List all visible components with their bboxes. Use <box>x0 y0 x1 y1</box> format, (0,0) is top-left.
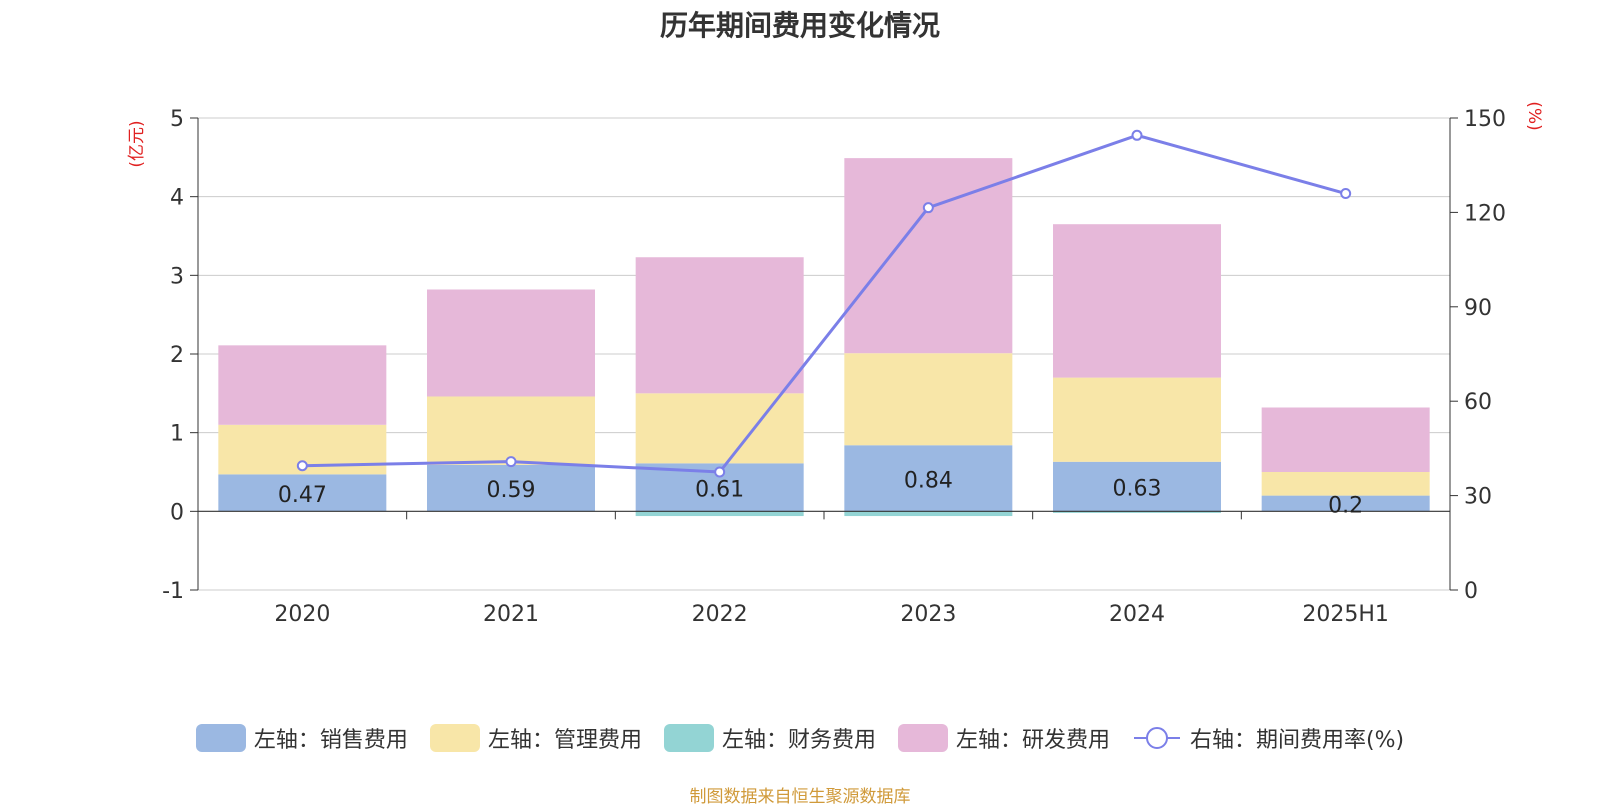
bar-segment <box>427 396 595 465</box>
legend-swatch <box>195 724 246 752</box>
bar-segment <box>1261 407 1430 472</box>
left-tick-label: -1 <box>162 579 184 604</box>
left-tick-label: 2 <box>170 343 184 368</box>
gridlines <box>198 117 1450 591</box>
bar-segment <box>427 289 595 397</box>
legend-label: 左轴：销售费用 <box>253 728 408 753</box>
x-tick-label: 2025H1 <box>1302 602 1389 627</box>
left-tick-label: 4 <box>170 186 184 211</box>
legend-item[interactable]: 左轴：研发费用 <box>897 722 1110 754</box>
legend-label: 左轴：管理费用 <box>487 728 642 753</box>
bar-segment <box>844 511 1013 517</box>
data-label: 0.61 <box>695 477 744 502</box>
bar-segment <box>844 158 1013 354</box>
legend-item[interactable]: 左轴：管理费用 <box>429 722 642 754</box>
x-tick-label: 2020 <box>274 602 330 627</box>
right-tick-label: 150 <box>1464 107 1506 132</box>
rate-point <box>1340 188 1352 200</box>
rate-point <box>296 460 308 472</box>
legend-swatch <box>663 724 714 752</box>
bar-segment <box>218 345 387 425</box>
bar-segment <box>218 474 387 512</box>
rate-point <box>1131 129 1143 141</box>
bar-segment <box>635 257 804 394</box>
left-tick-label: 0 <box>170 500 184 525</box>
x-tick-label: 2023 <box>900 602 956 627</box>
right-tick-label: 60 <box>1464 390 1492 415</box>
right-tick-label: 120 <box>1464 201 1506 226</box>
bar-segment <box>427 464 595 512</box>
rate-polyline <box>302 133 1347 474</box>
legend-marker <box>1145 727 1168 749</box>
left-tick-label: 3 <box>170 264 184 289</box>
legend-label: 左轴：研发费用 <box>955 728 1110 753</box>
bar-segment <box>1053 461 1221 512</box>
x-tick-label: 2024 <box>1109 602 1165 627</box>
data-labels: 0.47 0.59 0.61 0.84 0.63 0.2 <box>278 468 1363 518</box>
left-tick-label: 1 <box>170 422 184 447</box>
data-label: 0.59 <box>487 478 536 503</box>
data-label: 0.63 <box>1113 477 1162 502</box>
legend-label: 右轴：期间费用率(%) <box>1189 728 1405 753</box>
bar-segment <box>1261 495 1430 512</box>
right-tick-label: 0 <box>1464 579 1478 604</box>
legend-line-swatch <box>1133 727 1180 749</box>
bar-segment <box>1261 472 1430 496</box>
legend-swatch <box>897 724 948 752</box>
bar-segment <box>1053 511 1221 513</box>
bar-segment <box>844 353 1013 446</box>
left-axis-unit: (亿元) <box>127 120 147 167</box>
rate-point <box>714 466 726 478</box>
source-note: 制图数据来自恒生聚源数据库 <box>689 787 911 807</box>
legend-item[interactable]: 右轴：期间费用率(%) <box>1132 722 1404 754</box>
legend-item[interactable]: 左轴：销售费用 <box>195 722 408 754</box>
axes: -1 0 1 2 3 4 5 0 30 60 90 120 150 2020 2021 2022 2023 202… <box>162 107 1506 627</box>
bar-segment <box>635 511 804 517</box>
right-axis-unit: (%) <box>1524 101 1544 130</box>
bar-segment <box>1053 224 1221 378</box>
chart-title: 历年期间费用变化情况 <box>659 9 940 42</box>
bar-segment <box>1053 377 1221 462</box>
rate-point <box>922 202 934 214</box>
rate-line <box>296 129 1352 478</box>
left-tick-label: 5 <box>170 107 184 132</box>
right-tick-label: 90 <box>1464 296 1492 321</box>
legend: 左轴：销售费用 左轴：管理费用 左轴：财务费用 左轴：研发费用 右轴：期间费用率(%) <box>0 722 1600 754</box>
legend-swatch <box>429 724 480 752</box>
legend-item[interactable]: 左轴：财务费用 <box>663 722 876 754</box>
data-label: 0.84 <box>904 468 953 493</box>
bar-segment <box>635 393 804 464</box>
rate-point <box>505 456 517 468</box>
x-tick-label: 2022 <box>692 602 748 627</box>
right-tick-label: 30 <box>1464 485 1492 510</box>
x-tick-label: 2021 <box>483 602 539 627</box>
bars <box>218 158 1430 517</box>
legend-label: 左轴：财务费用 <box>721 728 876 753</box>
data-label: 0.2 <box>1328 493 1363 518</box>
bar-segment <box>844 445 1013 512</box>
data-label: 0.47 <box>278 483 327 508</box>
